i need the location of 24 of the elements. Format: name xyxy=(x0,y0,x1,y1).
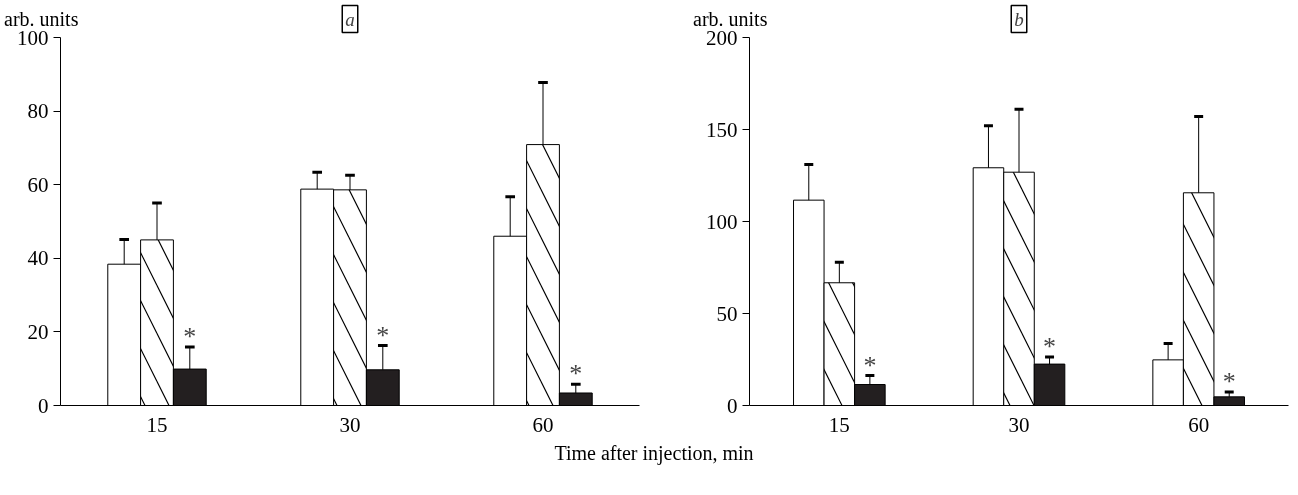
y-tick-label: 60 xyxy=(27,172,49,197)
annotation: * xyxy=(376,320,390,350)
chart-title: b xyxy=(1014,8,1024,30)
x-tick-label: 30 xyxy=(1008,412,1030,437)
annotation: * xyxy=(183,321,197,351)
y-tick-label: 40 xyxy=(27,246,49,271)
x-tick-label: 60 xyxy=(532,412,554,437)
annotation: * xyxy=(569,359,583,389)
y-tick-label: 0 xyxy=(38,393,49,418)
y-tick-label: 20 xyxy=(27,319,49,344)
annotation: * xyxy=(1043,332,1057,362)
x-tick-label: 15 xyxy=(146,412,168,437)
y-tick-label: 150 xyxy=(706,117,738,142)
x-tick-label: 30 xyxy=(339,412,361,437)
y-tick-label: 0 xyxy=(727,393,738,418)
chart-title: a xyxy=(345,8,355,30)
annotation: * xyxy=(863,350,877,380)
annotation: * xyxy=(1222,366,1236,396)
x-tick-label: 60 xyxy=(1188,412,1210,437)
x-tick-label: 15 xyxy=(828,412,850,437)
y-tick-label: 50 xyxy=(716,301,738,326)
x-axis-title: Time after injection, min xyxy=(554,441,754,467)
y-tick-label: 100 xyxy=(706,209,738,234)
y-tick-label: 80 xyxy=(27,99,49,124)
